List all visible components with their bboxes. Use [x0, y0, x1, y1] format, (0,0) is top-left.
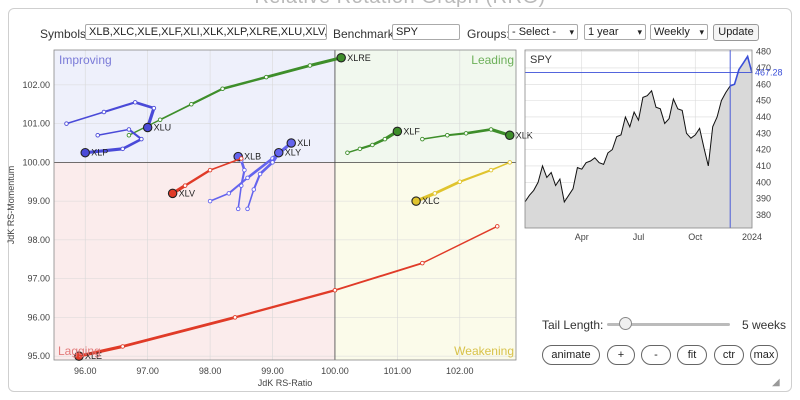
tail-length-slider-handle[interactable] — [619, 317, 633, 330]
groups-label: Groups: — [467, 27, 510, 41]
rrg-panel — [8, 8, 792, 392]
update-button[interactable]: Update — [713, 24, 759, 41]
tail-length-slider[interactable] — [607, 323, 730, 326]
tail-length-label: Tail Length: — [542, 318, 604, 332]
animate-button[interactable]: animate — [542, 345, 600, 365]
frequency-select[interactable]: Weekly ▾ — [650, 24, 708, 40]
fit-button[interactable]: fit — [677, 345, 707, 365]
chevron-down-icon: ▾ — [699, 27, 704, 37]
groups-select-value: - Select - — [512, 26, 557, 38]
period-select[interactable]: 1 year ▾ — [584, 24, 646, 40]
symbols-input[interactable]: XLB,XLC,XLE,XLF,XLI,XLK,XLP,XLRE,XLU,XLV… — [85, 24, 327, 40]
benchmark-input[interactable]: SPY — [392, 24, 460, 40]
center-button[interactable]: ctr — [714, 345, 744, 365]
resize-grip-icon[interactable]: ◢ — [772, 377, 780, 388]
chevron-down-icon: ▾ — [637, 27, 642, 37]
chevron-down-icon: ▾ — [569, 27, 574, 37]
zoom-in-button[interactable]: + — [607, 345, 635, 365]
max-button[interactable]: max — [750, 345, 778, 365]
zoom-out-button[interactable]: - — [641, 345, 671, 365]
symbols-label: Symbols: — [40, 27, 90, 41]
period-select-value: 1 year — [588, 26, 619, 38]
frequency-select-value: Weekly — [654, 26, 690, 38]
tail-length-value: 5 weeks — [742, 318, 787, 332]
groups-select[interactable]: - Select - ▾ — [508, 24, 578, 40]
page-title: Relative Rotation Graph (RRG) — [0, 0, 800, 9]
benchmark-label: Benchmark: — [333, 27, 398, 41]
